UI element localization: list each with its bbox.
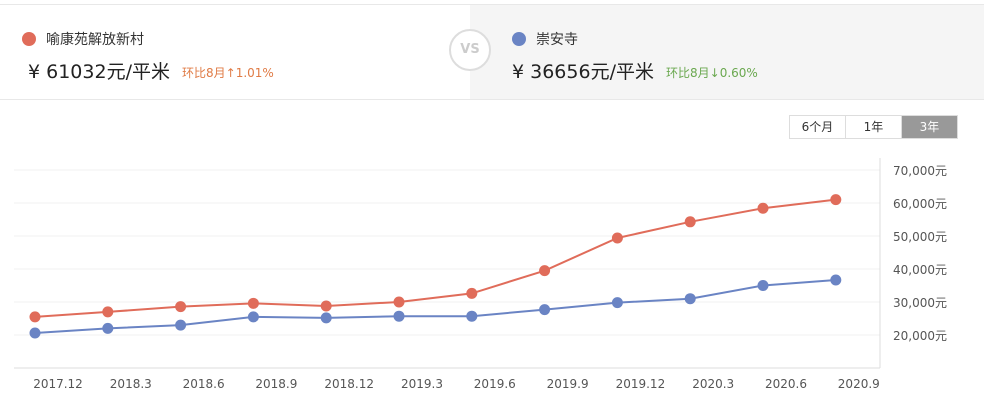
left-community-name: 喻康苑解放新村 [46, 32, 144, 48]
series-line-1 [34, 279, 836, 335]
x-tick-label: 2017.12 [33, 377, 83, 391]
range-selector: 6个月 1年 3年 [789, 115, 958, 139]
left-community-panel: 喻康苑解放新村 ¥ 61032元/平米 环比8月↑1.01% [0, 5, 470, 99]
data-point [320, 300, 332, 312]
data-point [684, 293, 696, 305]
data-point [393, 296, 405, 308]
x-tick-label: 2020.3 [692, 377, 734, 391]
data-point [539, 304, 551, 316]
x-tick-label: 2019.9 [547, 377, 589, 391]
red-dot-icon [22, 32, 36, 46]
x-tick-label: 2018.12 [324, 377, 374, 391]
data-point [830, 194, 842, 206]
vs-badge: VS [449, 29, 491, 71]
right-community-panel: 崇安寺 ¥ 36656元/平米 环比8月↓0.60% [470, 5, 984, 99]
data-point [320, 312, 332, 324]
x-tick-label: 2020.9 [838, 377, 880, 391]
right-price: ¥ 36656元/平米 [512, 61, 654, 83]
x-tick-label: 2019.12 [616, 377, 666, 391]
data-point [466, 287, 478, 299]
y-tick-label: 40,000元 [893, 263, 947, 277]
x-tick-label: 2019.3 [401, 377, 443, 391]
series-line-0 [34, 198, 836, 318]
y-tick-label: 50,000元 [893, 230, 947, 244]
data-point [611, 297, 623, 309]
x-tick-label: 2018.9 [255, 377, 297, 391]
data-point [757, 280, 769, 291]
data-point [175, 319, 187, 331]
right-change: 环比8月↓0.60% [666, 66, 758, 80]
data-point [830, 274, 842, 286]
data-point [393, 310, 405, 322]
x-tick-label: 2020.6 [765, 377, 807, 391]
y-tick-label: 20,000元 [893, 329, 947, 343]
data-point [102, 322, 114, 334]
data-point [247, 297, 259, 309]
range-3-years-button[interactable]: 3年 [902, 116, 957, 138]
y-tick-label: 60,000元 [893, 197, 947, 211]
data-point [29, 311, 41, 323]
data-point [611, 232, 623, 244]
data-point [757, 202, 769, 214]
right-community-name: 崇安寺 [536, 32, 578, 48]
blue-dot-icon [512, 32, 526, 46]
left-change: 环比8月↑1.01% [182, 66, 274, 80]
left-price: ¥ 61032元/平米 [28, 61, 170, 83]
data-point [684, 216, 696, 228]
x-tick-label: 2019.6 [474, 377, 516, 391]
data-point [175, 301, 187, 313]
data-point [466, 310, 478, 322]
data-point [102, 306, 114, 318]
x-tick-label: 2018.6 [183, 377, 225, 391]
compare-header: 喻康苑解放新村 ¥ 61032元/平米 环比8月↑1.01% 崇安寺 ¥ 366… [0, 4, 984, 100]
y-tick-label: 30,000元 [893, 296, 947, 310]
x-tick-label: 2018.3 [110, 377, 152, 391]
range-1-year-button[interactable]: 1年 [846, 116, 902, 138]
data-point [539, 265, 551, 277]
range-6-months-button[interactable]: 6个月 [790, 116, 846, 138]
data-point [29, 327, 41, 339]
data-point [247, 311, 259, 323]
y-tick-label: 70,000元 [893, 164, 947, 178]
